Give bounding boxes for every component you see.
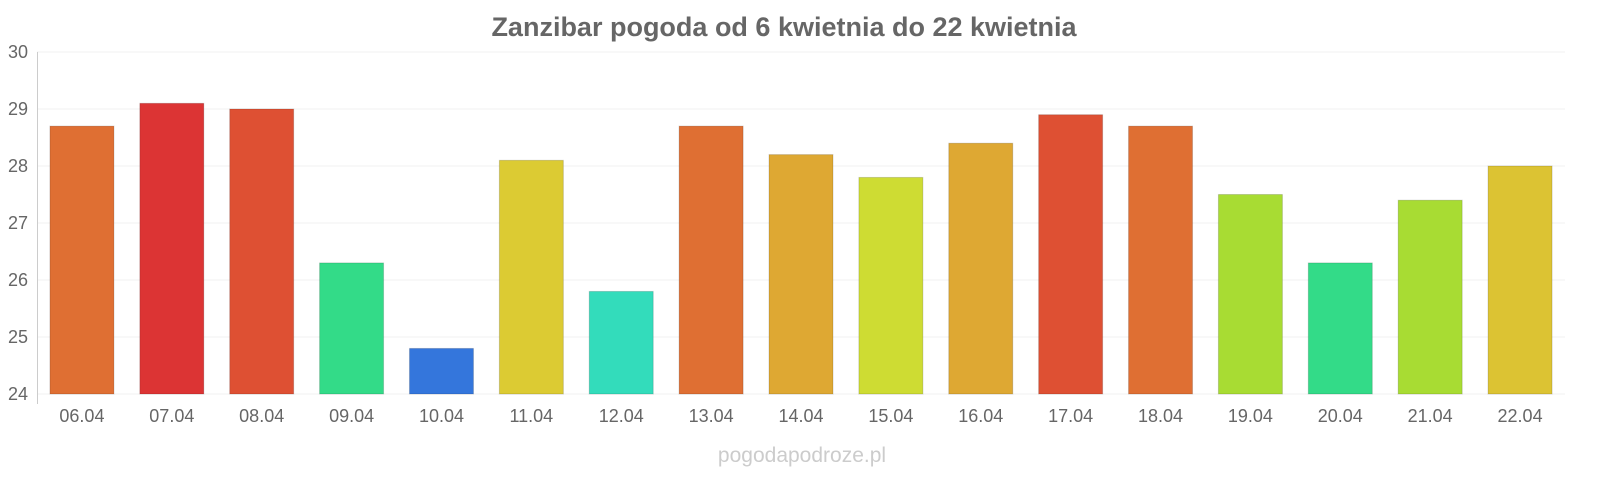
- bar-14.04: [768, 154, 834, 395]
- y-tick-label: 24: [8, 384, 28, 404]
- bar-17.04: [1038, 114, 1104, 395]
- bar-13.04: [678, 125, 744, 395]
- x-tick-label: 18.04: [1138, 406, 1183, 426]
- x-tick-label: 22.04: [1498, 406, 1543, 426]
- x-tick-label: 10.04: [419, 406, 464, 426]
- x-tick-label: 06.04: [59, 406, 104, 426]
- x-tick-label: 08.04: [239, 406, 284, 426]
- bar-16.04: [948, 142, 1014, 395]
- x-tick-label: 09.04: [329, 406, 374, 426]
- bar-19.04: [1217, 194, 1283, 395]
- x-tick-label: 19.04: [1228, 406, 1273, 426]
- x-tick-label: 11.04: [509, 406, 553, 426]
- x-tick-label: 07.04: [149, 406, 194, 426]
- x-tick-label: 15.04: [868, 406, 913, 426]
- x-tick-label: 12.04: [599, 406, 644, 426]
- chart-title: Zanzibar pogoda od 6 kwietnia do 22 kwie…: [491, 12, 1077, 42]
- x-tick-label: 13.04: [689, 406, 734, 426]
- bar-09.04: [319, 262, 385, 395]
- bar-15.04: [858, 176, 924, 395]
- footer-watermark: pogodapodroze.pl: [718, 444, 886, 467]
- bar-10.04: [408, 347, 474, 395]
- bar-08.04: [229, 108, 295, 395]
- bar-22.04: [1487, 165, 1553, 395]
- x-tick-label: 20.04: [1318, 406, 1363, 426]
- bar-12.04: [588, 290, 654, 395]
- y-tick-label: 25: [8, 327, 28, 347]
- y-tick-label: 26: [8, 270, 28, 290]
- bar-21.04: [1397, 199, 1463, 395]
- bar-18.04: [1128, 125, 1194, 395]
- bar-07.04: [139, 102, 205, 395]
- y-tick-label: 27: [8, 213, 28, 233]
- x-tick-label: 17.04: [1048, 406, 1093, 426]
- y-tick-label: 29: [8, 99, 28, 119]
- x-tick-label: 14.04: [778, 406, 823, 426]
- y-tick-label: 28: [8, 156, 28, 176]
- x-tick-label: 16.04: [958, 406, 1003, 426]
- y-tick-label: 30: [8, 42, 28, 62]
- bar-20.04: [1307, 262, 1373, 395]
- bar-11.04: [498, 159, 564, 395]
- x-tick-label: 21.04: [1408, 406, 1453, 426]
- bar-06.04: [49, 125, 115, 395]
